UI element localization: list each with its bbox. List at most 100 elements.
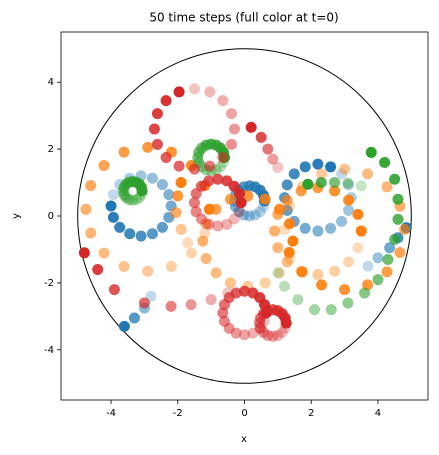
point (222, 287, 234, 299)
point (302, 178, 314, 190)
point (200, 252, 212, 264)
point (292, 294, 304, 306)
point (288, 168, 300, 180)
point (315, 177, 327, 189)
point (325, 304, 337, 316)
x-axis-label: x (241, 434, 247, 445)
point (239, 329, 250, 341)
point (295, 185, 307, 197)
point (312, 158, 324, 170)
point (170, 207, 182, 219)
point (399, 223, 411, 235)
point (148, 123, 160, 135)
point (78, 247, 90, 259)
point (175, 223, 187, 235)
point (329, 265, 341, 277)
point (279, 322, 291, 334)
point (355, 225, 367, 237)
point (262, 143, 274, 155)
point (272, 161, 284, 173)
point (238, 209, 250, 221)
point (272, 208, 284, 220)
point (342, 297, 354, 309)
point (372, 274, 384, 286)
point (124, 228, 136, 240)
point (365, 146, 377, 158)
point (146, 172, 158, 184)
point (362, 260, 374, 272)
x-tick-label: 4 (375, 408, 381, 419)
point (245, 121, 257, 133)
point (267, 153, 279, 165)
point (274, 267, 286, 279)
point (135, 189, 147, 201)
point (316, 279, 328, 291)
point (254, 206, 266, 218)
point (173, 86, 185, 98)
point (336, 168, 348, 180)
point (379, 156, 391, 168)
point (225, 108, 237, 120)
y-tick-label: 4 (48, 77, 54, 88)
point (212, 220, 224, 232)
point (118, 320, 130, 332)
x-tick-label: 0 (241, 408, 247, 419)
y-axis-label: y (11, 213, 22, 219)
point (224, 277, 236, 289)
point (175, 177, 187, 189)
point (267, 330, 279, 342)
point (92, 264, 104, 276)
point (281, 194, 293, 206)
point (283, 246, 295, 258)
point (108, 284, 120, 296)
point (120, 192, 132, 204)
point (123, 194, 135, 206)
point (221, 175, 233, 187)
point (339, 284, 351, 296)
point (233, 206, 245, 218)
point (239, 285, 250, 297)
point (279, 223, 291, 235)
y-tick-label: 0 (48, 211, 54, 222)
point (352, 242, 364, 254)
point (359, 287, 371, 299)
point (381, 266, 393, 278)
point (259, 193, 271, 205)
point (316, 168, 328, 180)
point (80, 203, 92, 215)
point (384, 242, 396, 254)
point (217, 307, 229, 319)
point (165, 300, 177, 312)
point (312, 269, 324, 281)
point (146, 228, 158, 240)
point (269, 225, 281, 237)
point (230, 327, 242, 339)
point (272, 329, 284, 341)
boundary-circle (77, 48, 412, 384)
point (210, 267, 222, 279)
point (355, 180, 367, 192)
point (228, 123, 240, 135)
point (309, 304, 321, 316)
point (114, 221, 126, 233)
point (212, 173, 224, 185)
point (142, 265, 154, 277)
point (244, 210, 256, 222)
point (352, 208, 364, 220)
point (224, 193, 236, 205)
point (284, 218, 296, 230)
point (283, 200, 295, 212)
point (343, 194, 355, 206)
point (343, 204, 355, 216)
point (107, 189, 119, 201)
point (339, 163, 351, 175)
point (135, 230, 147, 242)
point (233, 206, 245, 218)
point (107, 211, 119, 223)
point (217, 95, 229, 107)
point (394, 246, 406, 258)
point (225, 138, 237, 150)
point (142, 141, 154, 153)
